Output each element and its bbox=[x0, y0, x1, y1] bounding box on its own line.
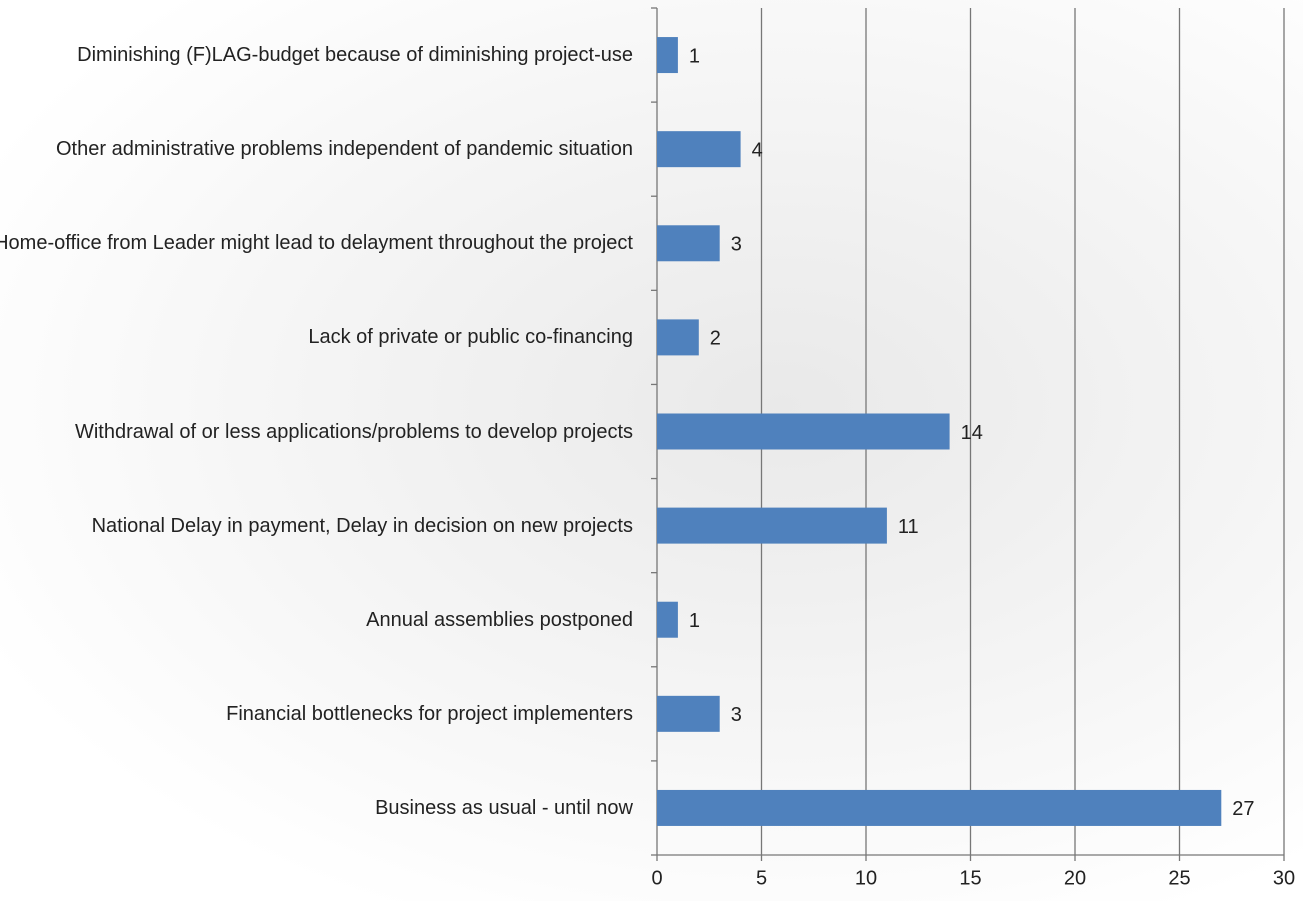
x-tick-label: 5 bbox=[756, 867, 767, 889]
y-tick-label: Financial bottlenecks for project implem… bbox=[0, 699, 633, 729]
y-tick-label: National Delay in payment, Delay in deci… bbox=[0, 511, 633, 541]
data-label: 3 bbox=[731, 704, 742, 726]
bar bbox=[657, 602, 678, 638]
data-label: 11 bbox=[898, 516, 919, 538]
y-tick-label: Business as usual - until now bbox=[0, 793, 633, 823]
data-label: 2 bbox=[710, 328, 721, 350]
bar bbox=[657, 37, 678, 73]
page: 051015202530143214111327 Diminishing (F)… bbox=[0, 0, 1303, 901]
bar bbox=[657, 319, 699, 355]
data-label: 1 bbox=[689, 45, 700, 67]
x-tick-label: 10 bbox=[855, 867, 877, 889]
data-label: 4 bbox=[752, 139, 763, 161]
bar bbox=[657, 696, 720, 732]
bar bbox=[657, 131, 741, 167]
x-tick-label: 15 bbox=[959, 867, 981, 889]
bar bbox=[657, 414, 950, 450]
data-label: 14 bbox=[961, 422, 983, 444]
y-tick-label: Annual assemblies postponed bbox=[0, 605, 633, 635]
bar bbox=[657, 790, 1221, 826]
bar bbox=[657, 225, 720, 261]
y-tick-label: Home-office from Leader might lead to de… bbox=[0, 228, 633, 258]
x-tick-label: 30 bbox=[1273, 867, 1295, 889]
data-label: 1 bbox=[689, 610, 700, 632]
y-tick-label: Diminishing (F)LAG-budget because of dim… bbox=[0, 40, 633, 70]
x-tick-label: 0 bbox=[651, 867, 662, 889]
x-tick-label: 25 bbox=[1168, 867, 1190, 889]
bar bbox=[657, 508, 887, 544]
data-label: 27 bbox=[1232, 798, 1254, 820]
data-label: 3 bbox=[731, 234, 742, 256]
x-tick-label: 20 bbox=[1064, 867, 1086, 889]
y-tick-label: Withdrawal of or less applications/probl… bbox=[0, 417, 633, 447]
y-tick-label: Lack of private or public co-financing bbox=[0, 322, 633, 352]
y-tick-label: Other administrative problems independen… bbox=[0, 134, 633, 164]
